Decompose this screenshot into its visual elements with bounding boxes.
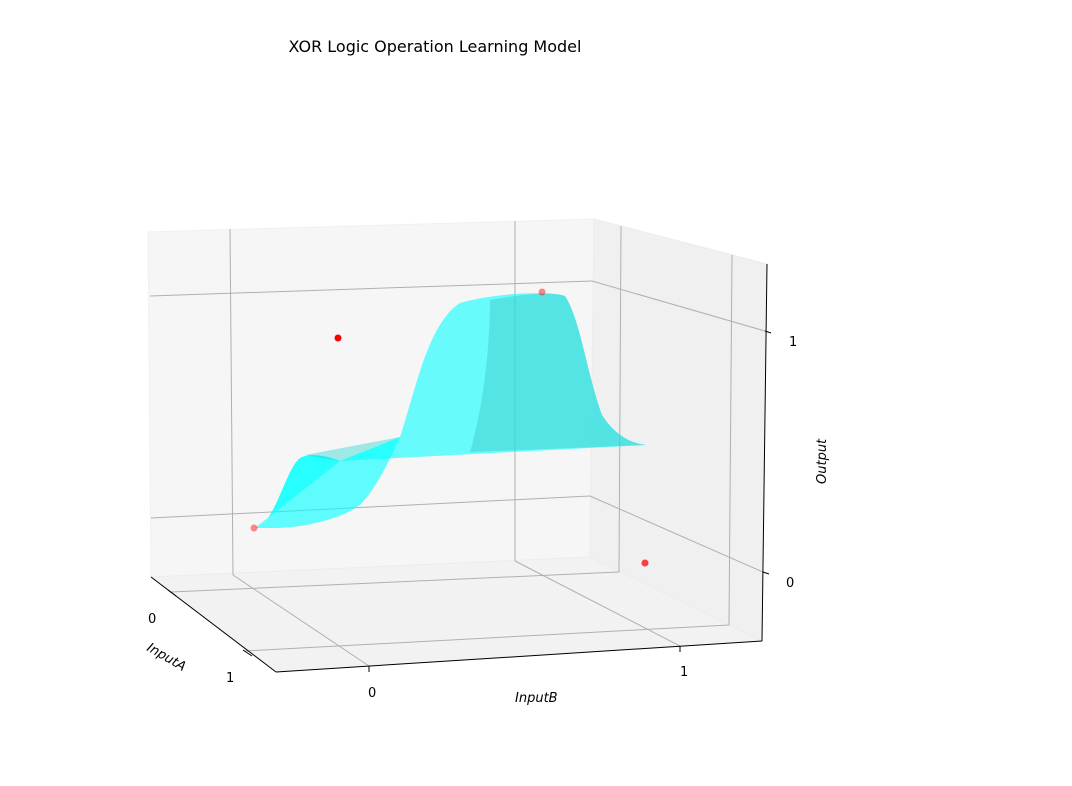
inputa-tick-1	[242, 649, 253, 657]
inputa-axis-label: InputA	[144, 640, 188, 674]
inputa-tick-label-0: 0	[148, 612, 156, 627]
inputa-tick-0	[167, 589, 177, 597]
tick-marks	[167, 330, 772, 672]
inputb-tick-label-0: 0	[368, 686, 376, 701]
inputb-tick-label-1: 1	[680, 665, 688, 680]
inputb-axis-label: InputB	[515, 691, 558, 706]
scatter-point-a0-b1	[538, 288, 546, 296]
chart-title: XOR Logic Operation Learning Model	[289, 37, 582, 56]
output-tick-0	[762, 571, 770, 575]
inputb-axis-line	[275, 640, 763, 673]
surface-shade	[305, 437, 400, 461]
output-tick-label-1: 1	[789, 335, 797, 350]
learned-surface	[255, 293, 646, 528]
output-axis-line	[761, 263, 768, 642]
scatter-point-a1-b1	[641, 559, 649, 567]
surface-front-face	[255, 293, 646, 528]
output-tick-1	[764, 330, 772, 334]
gridlines	[149, 221, 766, 667]
surface-right-shade	[470, 293, 646, 452]
scatter-point-a1-b0	[334, 334, 342, 342]
scatter-points	[250, 288, 649, 567]
inputa-tick-label-1: 1	[226, 671, 234, 686]
output-tick-label-0: 0	[786, 576, 794, 591]
surface-lower-left	[255, 437, 400, 528]
output-axis-label: Output	[815, 438, 830, 484]
scatter-point-a0-b0	[250, 524, 258, 532]
